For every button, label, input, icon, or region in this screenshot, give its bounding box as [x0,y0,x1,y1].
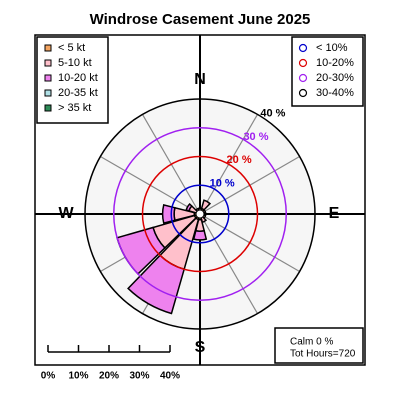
wedge-segment [200,199,212,211]
legend-swatch [44,89,52,97]
compass-label: W [58,205,74,222]
legend-marker [298,43,308,53]
ring [141,155,259,273]
ring-label: 10 % [210,177,235,189]
annotation: Tot Hours=720 [290,349,356,360]
compass-label: S [195,339,206,356]
wedge-segment [192,229,208,241]
legend-marker [298,88,308,98]
calm-box [274,327,364,364]
ring-label: 40 % [260,108,285,120]
wedge-segment [185,202,193,212]
legend-label: > 35 kt [58,102,91,114]
legend-label: 20-35 kt [58,87,98,99]
annotation: Calm 0 % [290,337,333,348]
compass-label: N [194,71,206,88]
ring-label: 20 % [227,154,252,166]
wedge-segment [161,204,176,224]
scale-label: 10% [68,371,88,382]
scale-label: 30% [129,371,149,382]
legend-label: < 10% [316,42,348,54]
ring [113,127,287,301]
ring-legend [291,36,364,107]
legend-label: 30-40% [316,87,354,99]
legend-swatch [44,44,52,52]
scale-label: 40% [160,371,180,382]
scale-label: 20% [99,371,119,382]
scale-label: 0% [41,371,56,382]
chart-title: Windrose Casement June 2025 [90,11,311,28]
legend-swatch [44,59,52,67]
legend-label: 10-20% [316,57,354,69]
compass-label: E [329,205,340,222]
center [195,209,205,219]
legend-label: 5-10 kt [58,57,92,69]
legend-marker [298,58,308,68]
legend-label: < 5 kt [58,42,85,54]
legend-label: 10-20 kt [58,72,98,84]
legend-swatch [44,104,52,112]
ring-label: 30 % [243,131,268,143]
ring [84,98,316,330]
legend-label: 20-30% [316,72,354,84]
ring [170,184,230,244]
legend-marker [298,73,308,83]
legend-swatch [44,74,52,82]
